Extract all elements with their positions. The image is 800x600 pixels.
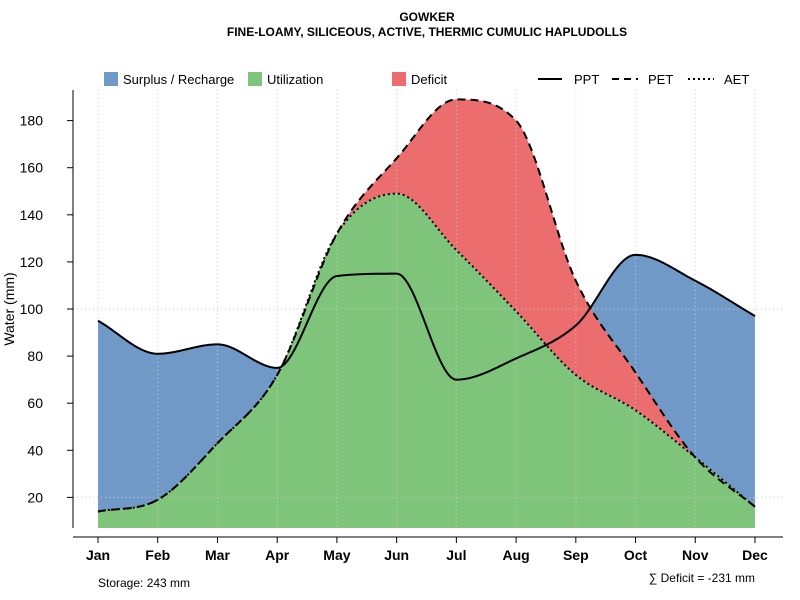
surplus-area xyxy=(98,193,755,512)
x-tick-label-jun: Jun xyxy=(384,547,409,563)
chart-title: GOWKER xyxy=(399,10,455,24)
grid-layer xyxy=(73,90,783,528)
y-axis-label: Water (mm) xyxy=(1,272,17,345)
chart-subtitle: FINE-LOAMY, SILICEOUS, ACTIVE, THERMIC C… xyxy=(227,25,627,39)
x-tick-label-jan: Jan xyxy=(86,547,110,563)
y-tick-label-40: 40 xyxy=(27,442,43,458)
y-tick-label-100: 100 xyxy=(20,301,44,317)
legend-label-deficit: Deficit xyxy=(411,72,448,87)
y-tick-label-160: 160 xyxy=(20,160,44,176)
x-tick-label-sep: Sep xyxy=(563,547,589,563)
series-line-aet xyxy=(97,192,756,513)
fills-layer xyxy=(98,99,755,529)
series-line-ppt xyxy=(97,253,756,381)
y-tick-label-80: 80 xyxy=(27,348,43,364)
x-tick-label-jul: Jul xyxy=(446,547,466,563)
legend-swatch-surplus xyxy=(104,72,118,86)
deficit-note: ∑ Deficit = -231 mm xyxy=(649,571,755,585)
series-line-pet xyxy=(97,98,756,513)
x-tick-label-feb: Feb xyxy=(145,547,170,563)
legend-label-surplus: Surplus / Recharge xyxy=(123,72,234,87)
x-tick-label-nov: Nov xyxy=(682,547,709,563)
x-tick-label-dec: Dec xyxy=(742,547,768,563)
utilization-area xyxy=(98,193,755,529)
x-tick-label-may: May xyxy=(323,547,350,563)
legend-swatch-utilization xyxy=(248,72,262,86)
x-tick-label-oct: Oct xyxy=(624,547,648,563)
x-tick-label-aug: Aug xyxy=(502,547,529,563)
storage-note: Storage: 243 mm xyxy=(98,576,190,590)
y-tick-label-140: 140 xyxy=(20,207,44,223)
axes-layer: 20 40 60 80 100 120 140 160 180 Jan Feb Mar Apr May Ju… xyxy=(20,90,783,563)
legend-label-pet: PET xyxy=(648,72,673,87)
y-tick-label-60: 60 xyxy=(27,395,43,411)
y-tick-label-20: 20 xyxy=(27,489,43,505)
legend-label-ppt: PPT xyxy=(574,72,599,87)
deficit-area xyxy=(98,99,755,512)
legend-label-aet: AET xyxy=(724,72,749,87)
legend-swatch-deficit xyxy=(392,72,406,86)
legend-label-utilization: Utilization xyxy=(267,72,323,87)
x-tick-label-apr: Apr xyxy=(265,547,290,563)
y-tick-label-180: 180 xyxy=(20,113,44,129)
lines-layer xyxy=(97,98,756,513)
y-tick-label-120: 120 xyxy=(20,254,44,270)
x-tick-label-mar: Mar xyxy=(205,547,230,563)
legend: Surplus / Recharge Utilization Deficit P… xyxy=(104,72,749,87)
